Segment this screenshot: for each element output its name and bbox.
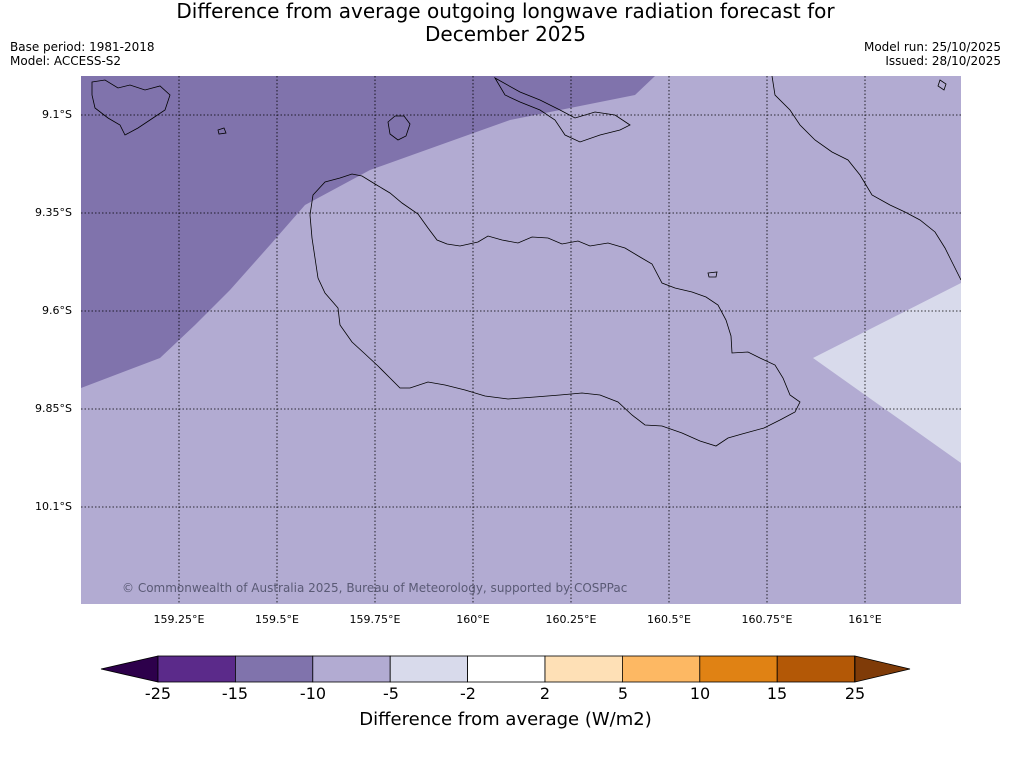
title-line-2: December 2025 [425,22,586,46]
meta-left: Base period: 1981-2018 Model: ACCESS-S2 [10,40,155,68]
meta-right: Model run: 25/10/2025 Issued: 28/10/2025 [864,40,1001,68]
lat-label: 9.85°S [35,402,72,415]
colorbar-segment [776,655,856,683]
lat-label: 9.35°S [35,206,72,219]
colorbar-tick-label: 25 [844,684,866,703]
colorbar-tick-label: 10 [689,684,711,703]
colorbar-tick-label: -2 [460,684,476,703]
lon-label: 161°E [848,613,882,626]
lon-label: 159.5°E [255,613,299,626]
colorbar-tick-label: 2 [539,684,551,703]
colorbar-tick-label: -25 [144,684,172,703]
colorbar-tick-label: -5 [383,684,399,703]
colorbar-tick-label: 15 [766,684,788,703]
model-run: Model run: 25/10/2025 [863,40,1001,54]
colorbar-segment [467,655,546,683]
colorbar-over-triangle [854,655,911,683]
colorbar [100,655,911,683]
colorbar-tick-label: -10 [299,684,327,703]
field-band-minus15-minus10 [81,76,655,388]
coastline-islet-2 [707,271,718,278]
coastline-islet-1 [387,115,411,141]
coastline-island-ne [771,76,961,281]
lat-label: 10.1°S [35,500,72,513]
colorbar-segment [234,655,314,683]
chart-title: Difference from average outgoing longwav… [0,0,1011,46]
lon-label: 160.5°E [647,613,691,626]
base-period: Base period: 1981-2018 [10,40,155,54]
lon-label: 160.75°E [741,613,793,626]
lon-label: 160.25°E [545,613,597,626]
colorbar-tick-label: -15 [221,684,249,703]
colorbar-tick-label: 5 [617,684,629,703]
colorbar-segment [622,655,701,683]
colorbar-title: Difference from average (W/m2) [359,709,652,730]
issued-date: Issued: 28/10/2025 [885,54,1001,68]
coastline-island-nw [91,79,171,136]
colorbar-segment [312,655,391,683]
colorbar-segment [389,655,469,683]
coastline-main-island [309,173,801,447]
lon-label: 159.75°E [349,613,401,626]
gridlines [81,76,961,604]
copyright-notice: © Commonwealth of Australia 2025, Bureau… [122,581,628,595]
coastline-islet-3 [217,127,227,135]
lon-label: 160°E [456,613,490,626]
colorbar-segment [157,655,236,683]
model-name: Model: ACCESS-S2 [10,54,122,68]
colorbar-segment [699,655,778,683]
lat-label: 9.1°S [42,108,72,121]
title-line-1: Difference from average outgoing longwav… [176,0,835,23]
coastlines [91,76,961,447]
coastline-island-n [493,76,631,143]
colorbar-segment [544,655,623,683]
colorbar-under-triangle [100,655,159,683]
coastline-islet-4 [937,79,947,91]
field-band-minus5-minus2 [813,283,961,463]
lon-label: 159.25°E [153,613,205,626]
map-field [81,76,961,604]
lat-label: 9.6°S [42,304,72,317]
